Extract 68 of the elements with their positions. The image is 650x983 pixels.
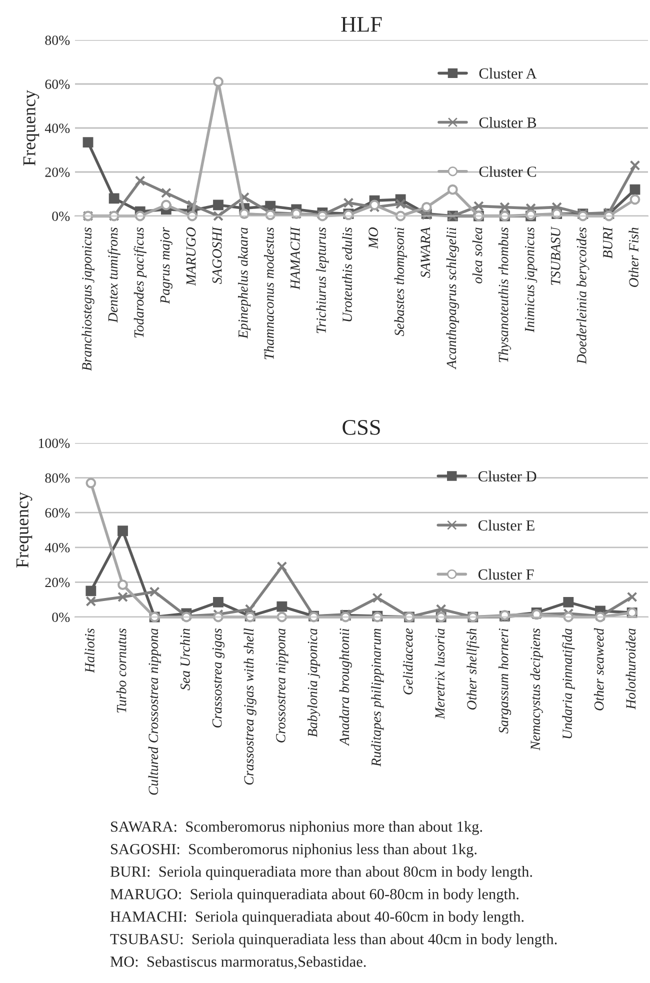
x-tick-label: Holothuroidea	[626, 628, 636, 710]
y-tick-label: 60%	[45, 508, 70, 518]
x-tick-label: TSUBASU	[550, 226, 560, 285]
legend-label: Cluster C	[479, 166, 536, 177]
x-tick-label: Doederleinia berycoides	[576, 228, 590, 364]
y-tick-label: 100%	[38, 438, 70, 448]
x-tick-label: Meretrix lusoria	[434, 628, 445, 720]
x-tick-label: Undaria pinnatifida	[562, 628, 575, 738]
x-tick-label: Epinephelus akaara	[238, 228, 251, 339]
legend-label: Cluster A	[479, 68, 537, 79]
x-tick-label: Gelidiaceae	[402, 628, 413, 694]
x-tick-label: Nemacystus decipiens	[530, 628, 543, 750]
legend-label: Cluster B	[479, 117, 536, 128]
y-tick-label: 20%	[45, 168, 70, 177]
x-tick-label: Crassostrea gigas	[212, 628, 225, 728]
x-tick-label: Todarodes pacificus	[134, 228, 146, 338]
x-tick-label: SAGOSHI	[212, 226, 222, 284]
y-tick-label: 80%	[45, 36, 70, 45]
y-axis-title: Frequency	[16, 492, 32, 568]
x-tick-label: Thysanoteuthis rhombus	[498, 228, 512, 362]
x-tick-label: Branchiostegus japonicus	[82, 228, 94, 371]
x-tick-label: Haliotis	[84, 628, 94, 674]
x-tick-label: Dentex tumifrons	[108, 228, 120, 323]
x-tick-label: Cultured Crossostrea nippona	[148, 628, 161, 795]
legend-label: Cluster F	[478, 568, 534, 580]
x-tick-label: Thamnaconus modestus	[264, 228, 274, 360]
y-tick-label: 60%	[45, 80, 70, 89]
text: BURI: Seriola quinqueradiata more than about 80cm in body length.	[110, 866, 532, 880]
legend-label: Cluster E	[478, 520, 534, 531]
text: MARUGO: Seriola quinqueradiata about 60-80cm in body length.	[110, 888, 518, 902]
x-tick-label: Crassostrea gigas with shell	[244, 628, 256, 785]
y-tick-label: 80%	[45, 473, 70, 483]
x-tick-label: Turbo cornutus	[116, 628, 126, 712]
chart-title: CSS	[342, 420, 380, 435]
x-tick-label: Uroteuthis edulis	[342, 228, 352, 322]
x-tick-label: Ruditapes philippinarum	[371, 628, 384, 767]
x-tick-label: Other Fish	[628, 228, 638, 287]
y-axis-title: Frequency	[23, 90, 40, 166]
chart-title: HLF	[341, 17, 382, 32]
text: SAGOSHI: Scomberomorus niphonius less than about 1kg.	[111, 844, 476, 858]
x-tick-label: Anadara broughtonii	[339, 628, 352, 746]
x-tick-label: Pagrus major	[160, 227, 172, 304]
x-tick-label: olea solea	[472, 228, 482, 284]
x-tick-label: Sebastes thompsoni	[394, 228, 407, 336]
text: TSUBASU: Seriola quinqueradiata less than about 40cm in body length.	[110, 934, 557, 948]
x-tick-label: HAMACHI	[290, 226, 300, 290]
x-tick-label: BURI	[603, 226, 612, 259]
y-tick-label: 20%	[45, 578, 70, 588]
x-tick-label: Inimicus japonicus	[524, 228, 538, 332]
y-tick-label: 40%	[44, 124, 70, 133]
text: HAMACHI: Seriola quinqueradiata about 40-60cm in body length.	[110, 911, 524, 925]
x-tick-label: MO	[368, 227, 378, 249]
text: SAWARA: Scomberomorus niphonius more than about 1kg.	[111, 821, 482, 835]
x-tick-label: Other seaweed	[594, 628, 604, 710]
text: MO: Sebastiscus marmoratus,Sebastidae.	[110, 956, 366, 970]
x-tick-label: Sea Urchin	[180, 628, 190, 690]
y-tick-label: 40%	[44, 542, 70, 552]
x-tick-label: Other shellfish	[466, 628, 480, 710]
y-tick-label: 0%	[52, 212, 70, 221]
x-tick-label: Sargassum horneri	[498, 628, 512, 734]
x-tick-label: Crossostrea nippona	[276, 628, 288, 742]
legend-label: Cluster D	[478, 470, 536, 482]
x-tick-label: MARUGO	[186, 227, 196, 286]
x-tick-label: Acanthopagrus schlegelii	[446, 228, 459, 370]
x-tick-label: SAWARA	[420, 227, 430, 278]
x-tick-label: Trichiurus lepturus	[316, 228, 329, 334]
y-tick-label: 0%	[52, 612, 70, 622]
x-tick-label: Babylonia japonica	[307, 628, 320, 738]
